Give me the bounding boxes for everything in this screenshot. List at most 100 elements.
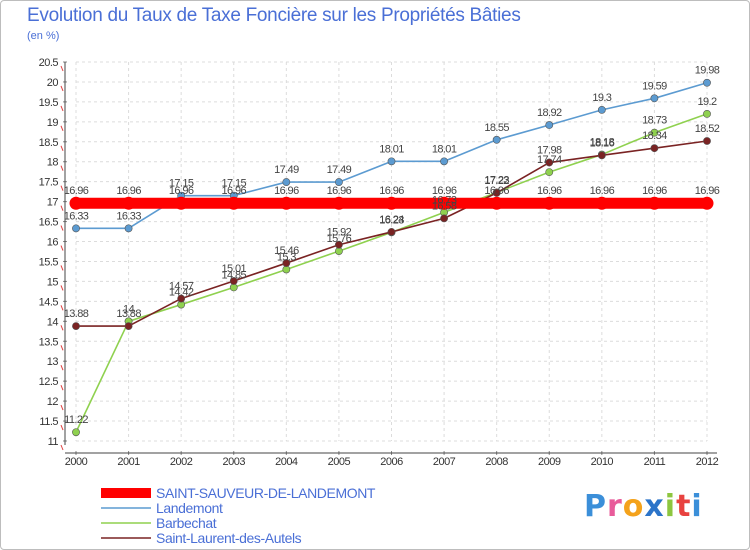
data-label-2: 14 (123, 303, 135, 315)
point-2 (545, 168, 554, 177)
point-0 (595, 196, 609, 210)
point-2 (72, 428, 80, 437)
y-minor-tick (60, 285, 64, 291)
legend-label: Saint-Laurent-des-Autels (156, 530, 302, 546)
y-tick-label: 17.5 (39, 177, 59, 189)
point-0 (542, 196, 556, 210)
data-label-0: 16.96 (274, 185, 299, 197)
y-minor-tick (60, 365, 64, 371)
data-label-3: 17.22 (484, 175, 509, 187)
point-2 (650, 128, 659, 137)
y-tick-label: 18 (47, 157, 59, 169)
y-tick-label: 13.5 (39, 336, 59, 348)
data-label-1: 17.49 (327, 164, 352, 176)
point-3 (387, 228, 396, 236)
proxiti-logo: Proxiti (584, 489, 703, 524)
chart-unit-label: (en %) (27, 30, 60, 42)
data-label-3: 18.52 (695, 123, 720, 135)
x-tick-label: 2005 (328, 456, 351, 468)
y-minor-tick (60, 444, 64, 451)
point-1 (124, 224, 133, 233)
y-minor-tick (60, 265, 64, 271)
data-label-1: 17.49 (274, 164, 299, 176)
point-0 (227, 196, 241, 210)
point-3 (440, 214, 448, 223)
point-3 (229, 277, 238, 285)
y-tick-label: 14 (47, 316, 59, 328)
data-label-2: 18.18 (590, 137, 615, 149)
data-label-2: 17.23 (484, 174, 509, 186)
x-tick-label: 2002 (170, 456, 193, 468)
data-label-3: 17.98 (537, 145, 562, 157)
data-label-0: 16.96 (64, 185, 89, 197)
data-label-2: 19.2 (697, 96, 716, 108)
y-minor-tick (60, 205, 64, 211)
point-1 (335, 178, 343, 186)
y-minor-tick (60, 325, 64, 331)
point-1 (650, 94, 659, 103)
data-label-2: 18.73 (642, 115, 667, 127)
data-label-1: 19.98 (695, 65, 720, 77)
data-label-2: 14.42 (169, 287, 194, 299)
point-3 (650, 144, 659, 153)
y-tick-label: 17 (47, 197, 59, 209)
point-3 (597, 151, 606, 160)
chart-title: Evolution du Taux de Taxe Foncière sur l… (27, 5, 521, 26)
data-label-0: 16.96 (484, 185, 509, 197)
y-tick-label: 15 (47, 276, 59, 288)
data-label-3: 16.24 (379, 214, 404, 226)
data-label-3: 18.34 (642, 130, 667, 142)
y-tick-label: 11.5 (39, 416, 58, 428)
point-2 (703, 109, 711, 118)
data-label-0: 16.96 (379, 185, 404, 197)
x-tick-label: 2001 (117, 456, 140, 468)
y-tick-label: 19.5 (39, 97, 59, 109)
x-tick-label: 2006 (380, 456, 403, 468)
data-label-1: 19.3 (592, 92, 611, 104)
y-minor-tick (60, 384, 64, 391)
point-0 (490, 196, 504, 210)
y-minor-tick (60, 85, 64, 92)
x-tick-label: 2008 (485, 456, 508, 468)
data-label-2: 15.76 (327, 233, 352, 245)
legend-label: Barbechat (156, 515, 217, 531)
x-tick-label: 2000 (65, 456, 88, 468)
point-3 (703, 137, 711, 145)
data-label-2: 14.85 (221, 269, 246, 281)
data-label-0: 16.96 (432, 185, 457, 197)
data-label-1: 16.33 (116, 210, 141, 222)
y-tick-label: 14.5 (39, 296, 59, 308)
data-label-1: 16.33 (64, 210, 89, 222)
y-tick-label: 19 (47, 117, 59, 129)
y-tick-label: 13 (47, 356, 59, 368)
y-minor-tick (60, 245, 64, 251)
y-minor-tick (60, 424, 64, 431)
data-label-2: 17.74 (537, 154, 562, 166)
point-0 (332, 196, 346, 210)
point-1 (440, 157, 448, 166)
point-0 (385, 196, 398, 210)
point-0 (647, 196, 661, 210)
data-label-1: 18.92 (537, 107, 562, 119)
data-label-3: 16.58 (432, 200, 457, 212)
data-label-0: 16.96 (221, 185, 246, 197)
plot-area (76, 62, 707, 441)
data-label-3: 13.88 (116, 308, 141, 320)
y-minor-tick (60, 305, 64, 311)
point-3 (72, 322, 80, 331)
x-tick-label: 2011 (644, 456, 666, 468)
x-tick-label: 2010 (591, 456, 614, 468)
point-1 (597, 105, 606, 114)
y-minor-tick (60, 165, 64, 171)
data-label-0: 16.96 (169, 185, 194, 197)
data-label-0: 16.96 (537, 185, 562, 197)
data-label-3: 14.57 (169, 281, 194, 293)
point-0 (174, 196, 188, 210)
data-label-3: 15.92 (327, 227, 352, 239)
y-minor-tick (60, 225, 64, 231)
point-1 (387, 157, 396, 166)
data-label-3: 13.88 (64, 308, 89, 320)
x-tick-label: 2009 (538, 456, 561, 468)
point-1 (703, 78, 711, 87)
